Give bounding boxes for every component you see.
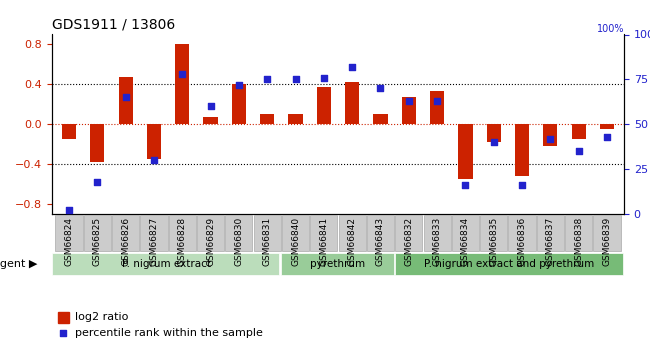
Text: GSM66840: GSM66840	[291, 217, 300, 266]
Bar	[147, 124, 161, 159]
Point	[120, 95, 131, 100]
Text: log2 ratio: log2 ratio	[75, 313, 128, 322]
Point	[517, 183, 527, 188]
Text: GSM66834: GSM66834	[461, 217, 470, 266]
Bar	[458, 124, 473, 179]
Bar	[515, 124, 529, 176]
FancyBboxPatch shape	[282, 215, 309, 251]
Bar	[487, 124, 501, 142]
Bar	[62, 124, 76, 139]
Point	[291, 77, 301, 82]
Text: GSM66842: GSM66842	[348, 217, 357, 266]
Point	[375, 86, 385, 91]
Point	[262, 77, 272, 82]
FancyBboxPatch shape	[480, 215, 508, 251]
Text: GSM66824: GSM66824	[64, 217, 73, 266]
FancyBboxPatch shape	[395, 215, 422, 251]
Point	[64, 208, 74, 213]
FancyBboxPatch shape	[593, 215, 621, 251]
Point	[437, 243, 447, 249]
Text: agent ▶: agent ▶	[0, 259, 38, 269]
FancyBboxPatch shape	[52, 253, 280, 275]
Point	[545, 136, 556, 141]
FancyBboxPatch shape	[565, 215, 592, 251]
Bar	[58, 312, 69, 323]
Text: GSM66830: GSM66830	[235, 217, 243, 266]
Bar	[289, 114, 303, 124]
Bar	[176, 45, 189, 124]
FancyBboxPatch shape	[84, 215, 111, 251]
Bar	[600, 124, 614, 129]
Point	[573, 148, 584, 154]
Bar	[402, 97, 416, 124]
Point	[177, 71, 187, 77]
Text: GSM66843: GSM66843	[376, 217, 385, 266]
FancyBboxPatch shape	[55, 215, 83, 251]
FancyBboxPatch shape	[537, 215, 564, 251]
FancyBboxPatch shape	[367, 215, 394, 251]
Bar	[317, 87, 331, 124]
Text: pyrethrum: pyrethrum	[311, 259, 365, 269]
Bar	[90, 124, 105, 162]
Point	[318, 75, 329, 80]
Text: percentile rank within the sample: percentile rank within the sample	[75, 328, 263, 338]
FancyBboxPatch shape	[424, 215, 450, 251]
Text: GSM66835: GSM66835	[489, 217, 499, 266]
Bar	[430, 91, 444, 124]
Bar	[260, 114, 274, 124]
Text: GSM66841: GSM66841	[319, 217, 328, 266]
Point	[489, 139, 499, 145]
Text: GSM66839: GSM66839	[603, 217, 612, 266]
Point	[460, 183, 471, 188]
Text: GSM66832: GSM66832	[404, 217, 413, 266]
FancyBboxPatch shape	[112, 215, 139, 251]
Text: 100%: 100%	[597, 24, 624, 34]
Text: GSM66827: GSM66827	[150, 217, 159, 266]
Point	[92, 179, 103, 184]
Text: P. nigrum extract: P. nigrum extract	[122, 259, 211, 269]
FancyBboxPatch shape	[254, 215, 281, 251]
FancyBboxPatch shape	[226, 215, 252, 251]
FancyBboxPatch shape	[197, 215, 224, 251]
FancyBboxPatch shape	[140, 215, 168, 251]
Text: GSM66833: GSM66833	[433, 217, 441, 266]
Bar	[373, 114, 387, 124]
Point	[149, 157, 159, 163]
FancyBboxPatch shape	[395, 253, 623, 275]
Text: P. nigrum extract and pyrethrum: P. nigrum extract and pyrethrum	[424, 259, 595, 269]
FancyBboxPatch shape	[452, 215, 479, 251]
Point	[432, 98, 442, 104]
FancyBboxPatch shape	[168, 215, 196, 251]
Point	[347, 64, 358, 70]
FancyBboxPatch shape	[339, 215, 366, 251]
Text: GSM66829: GSM66829	[206, 217, 215, 266]
Bar	[118, 77, 133, 124]
Bar	[571, 124, 586, 139]
Point	[602, 134, 612, 139]
Text: GSM66838: GSM66838	[574, 217, 583, 266]
Point	[205, 104, 216, 109]
FancyBboxPatch shape	[508, 215, 536, 251]
Text: GSM66828: GSM66828	[177, 217, 187, 266]
Point	[404, 98, 414, 104]
Text: GSM66825: GSM66825	[93, 217, 102, 266]
FancyBboxPatch shape	[281, 253, 394, 275]
Text: GSM66836: GSM66836	[517, 217, 526, 266]
Text: GDS1911 / 13806: GDS1911 / 13806	[52, 18, 176, 32]
Bar	[203, 117, 218, 124]
Bar	[232, 84, 246, 124]
Point	[234, 82, 244, 88]
Text: GSM66837: GSM66837	[546, 217, 555, 266]
Bar	[345, 82, 359, 124]
FancyBboxPatch shape	[310, 215, 337, 251]
Text: GSM66831: GSM66831	[263, 217, 272, 266]
Bar	[543, 124, 558, 146]
Text: GSM66826: GSM66826	[121, 217, 130, 266]
